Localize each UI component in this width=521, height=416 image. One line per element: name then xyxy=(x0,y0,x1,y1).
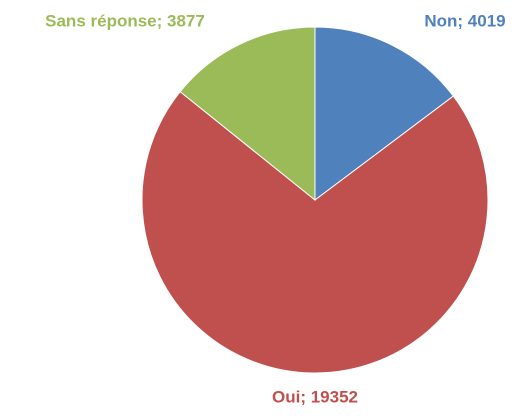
data-label: Non; 4019 xyxy=(424,11,505,30)
pie-slice xyxy=(179,26,316,202)
pie-slice xyxy=(314,26,455,202)
data-label: Sans réponse; 3877 xyxy=(45,11,205,30)
data-label: Oui; 19352 xyxy=(272,387,358,406)
pie-slice xyxy=(141,90,489,374)
